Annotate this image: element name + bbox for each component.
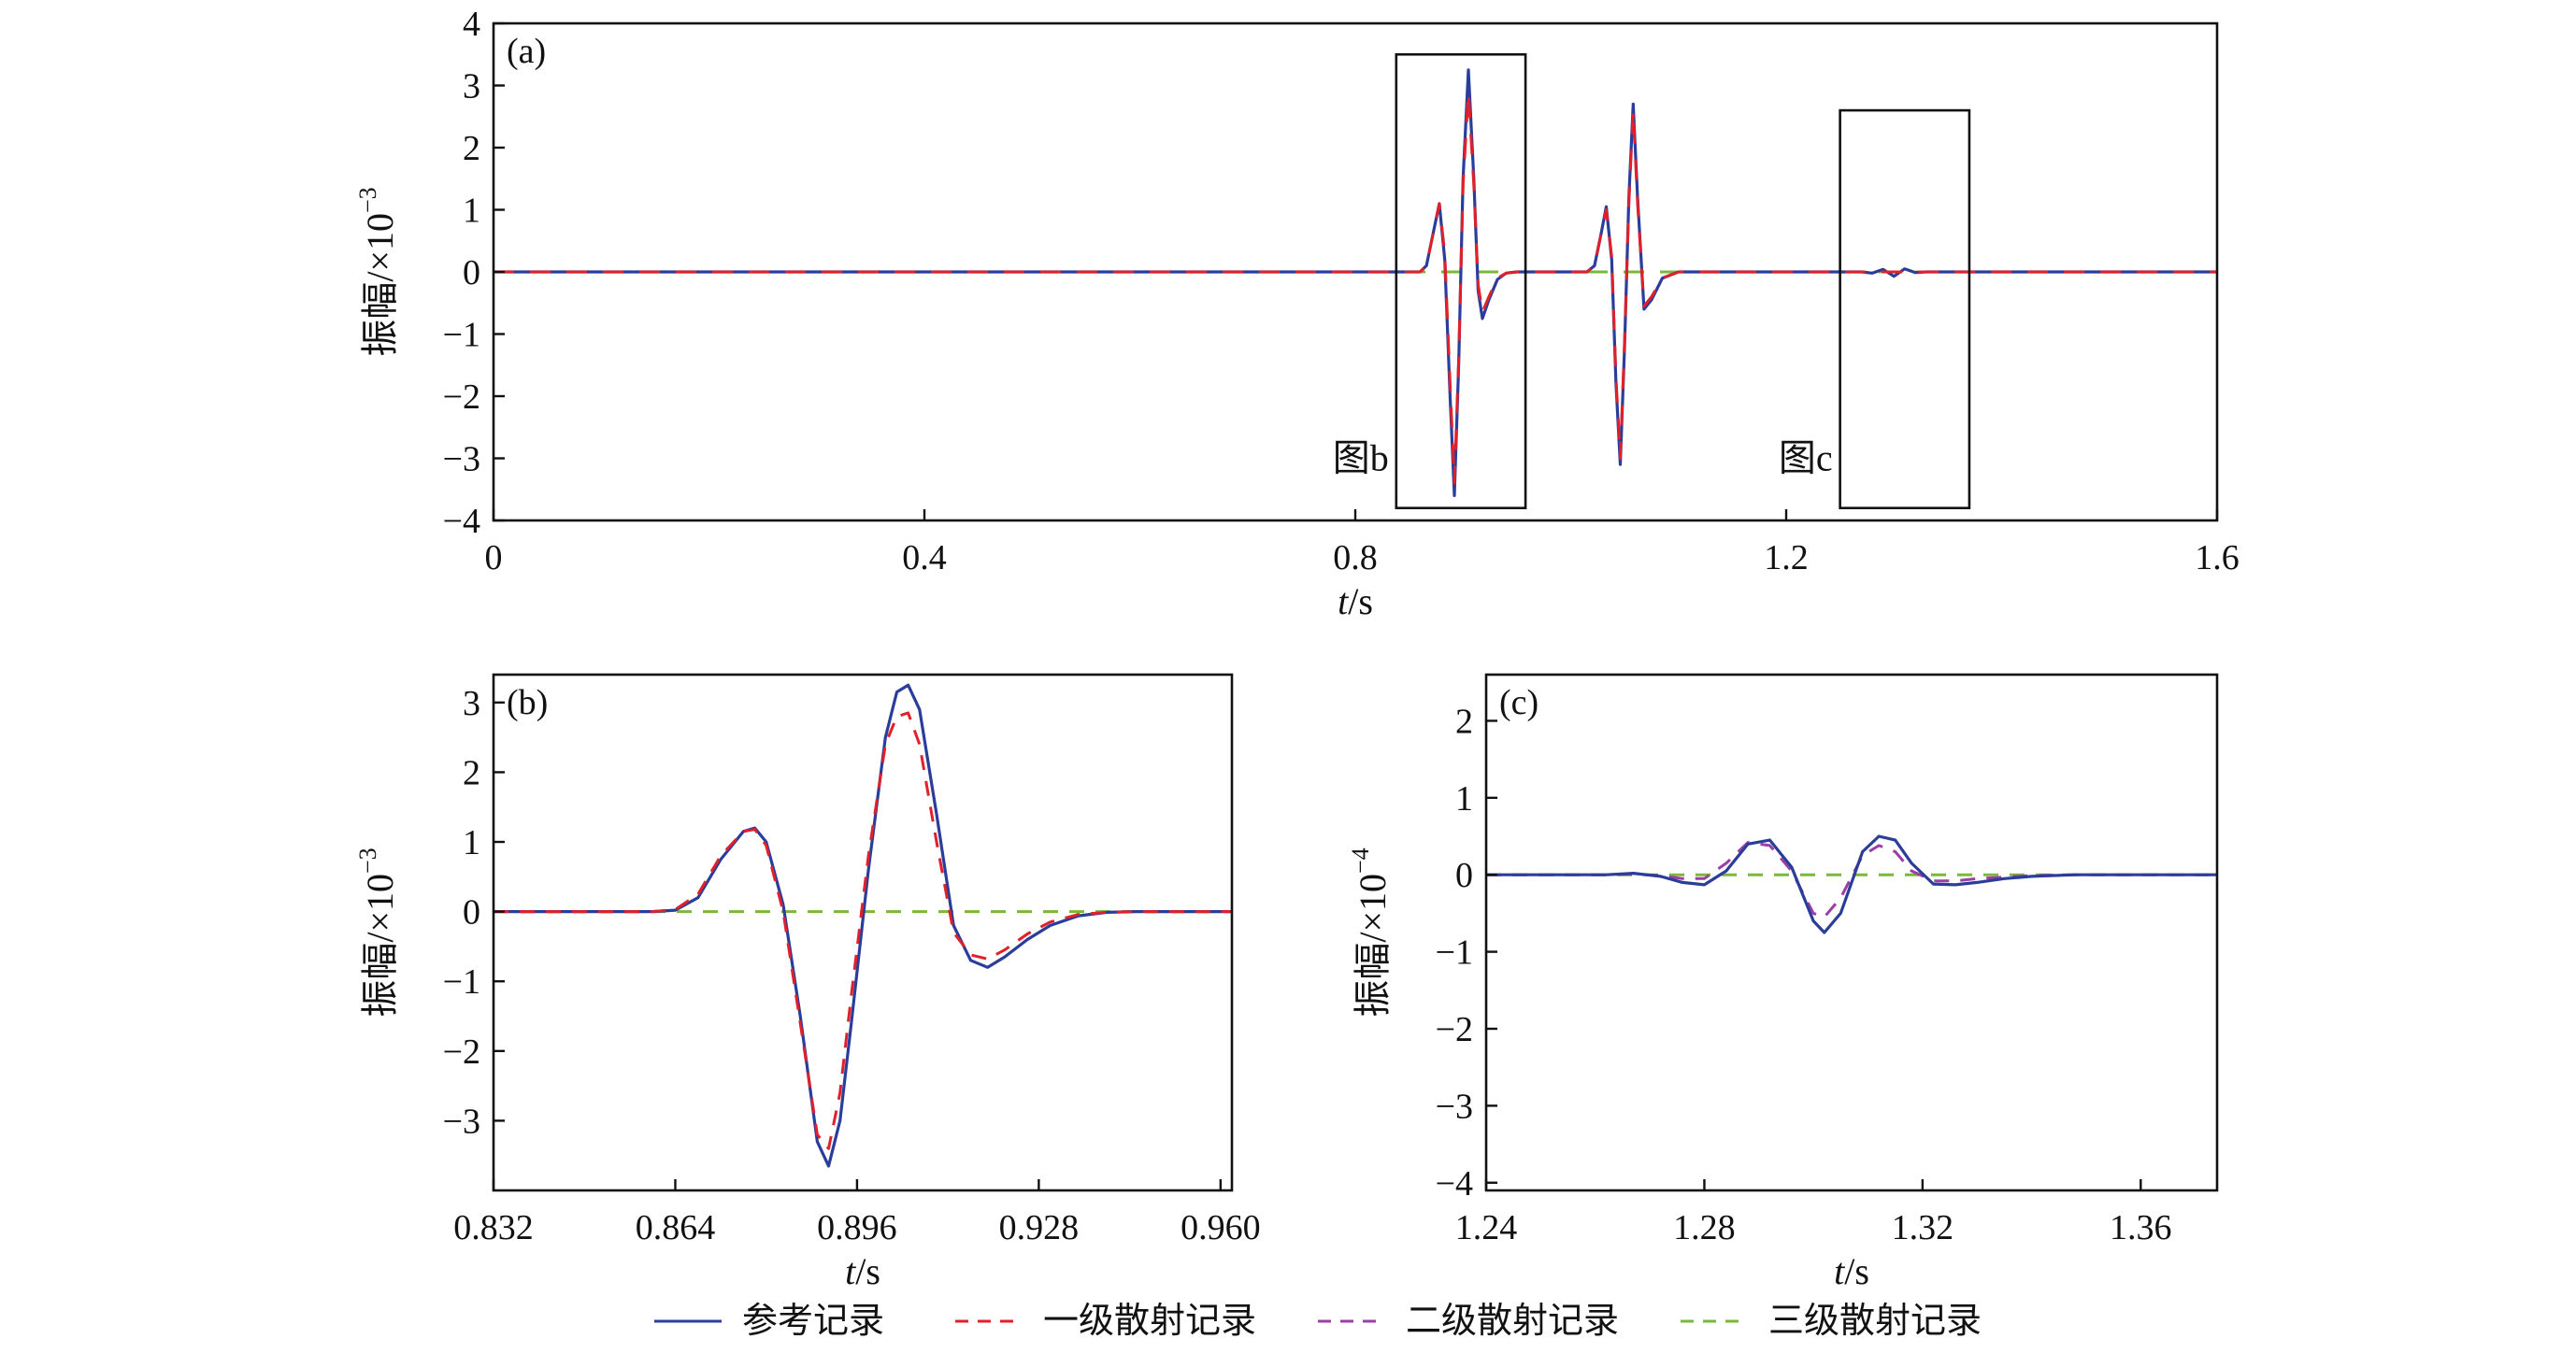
- y-axis-label-exponent: −3: [354, 187, 381, 213]
- x-tick-label: 0: [485, 538, 503, 577]
- y-axis-label-text: 振幅/×10: [1352, 874, 1394, 1018]
- legend-item: 二级散射记录: [1318, 1302, 1619, 1341]
- panel-label: (a): [507, 32, 546, 71]
- y-tick-label: 1: [463, 192, 480, 231]
- y-tick-label: −3: [443, 1102, 480, 1141]
- plot-frame: [492, 673, 1234, 1192]
- x-tick-label: 1.32: [1892, 1208, 1954, 1247]
- x-axis-label: t/s: [845, 1250, 880, 1292]
- y-tick-label: 0: [463, 893, 480, 933]
- y-axis-label: 振幅/×10−3: [354, 187, 401, 356]
- y-tick-label: 0: [1455, 856, 1473, 895]
- series-line-first-order: [494, 90, 2217, 485]
- legend-label: 一级散射记录: [1043, 1302, 1256, 1341]
- panel-label: (b): [507, 683, 548, 722]
- y-axis-label-text: 振幅/×10: [359, 874, 401, 1018]
- x-tick-label: 1.2: [1764, 538, 1809, 577]
- y-tick-label: −1: [443, 316, 480, 355]
- y-tick-label: −1: [443, 962, 480, 1002]
- y-tick-label: −3: [443, 440, 480, 479]
- legend-label: 参考记录: [742, 1302, 884, 1341]
- y-tick-label: 1: [1455, 779, 1473, 819]
- zoom-region-label: 图b: [1333, 437, 1389, 479]
- legend-label: 三级散射记录: [1768, 1302, 1982, 1341]
- legend-item: 一级散射记录: [955, 1302, 1256, 1341]
- x-tick-label: 0.4: [902, 538, 947, 577]
- series-line-reference: [494, 68, 2217, 498]
- x-axis-label-unit: /s: [1844, 1250, 1869, 1292]
- x-tick-label: 0.928: [999, 1208, 1080, 1247]
- y-tick-label: −4: [443, 502, 480, 541]
- series-line-reference: [1486, 834, 2217, 934]
- x-tick-label: 0.8: [1333, 538, 1378, 577]
- y-tick-label: −2: [443, 377, 480, 417]
- chart-panel-a: 0 0.4 0.8 1.2 1.6−4−3−2−101234(a)t/s振幅/×10−3…: [354, 5, 2240, 622]
- x-tick-label: 1.6: [2195, 538, 2240, 577]
- y-axis-label: 振幅/×10−4: [1347, 847, 1394, 1017]
- y-tick-label: −2: [1436, 1010, 1473, 1049]
- legend: 参考记录 一级散射记录 二级散射记录 三级散射记录: [654, 1302, 1982, 1341]
- zoom-region-label: 图c: [1779, 437, 1833, 479]
- zoom-region-box: [1395, 52, 1527, 510]
- x-tick-label: 0.832: [453, 1208, 534, 1247]
- series-line-second-order: [1486, 841, 2217, 919]
- legend-item: 三级散射记录: [1681, 1302, 1982, 1341]
- y-tick-label: −1: [1436, 933, 1473, 973]
- x-tick-label: 1.28: [1673, 1208, 1736, 1247]
- y-tick-label: 0: [463, 253, 480, 292]
- y-axis-label-text: 振幅/×10: [359, 213, 401, 357]
- panel-label: (c): [1499, 683, 1538, 722]
- series-line-reference: [494, 683, 1232, 1168]
- x-axis-label: t/s: [1834, 1250, 1869, 1292]
- x-tick-label: 0.864: [636, 1208, 716, 1247]
- y-tick-label: 2: [1455, 702, 1473, 741]
- y-axis-label-exponent: −4: [1347, 847, 1374, 874]
- y-tick-label: −3: [1436, 1087, 1473, 1126]
- zoom-region-box: [1839, 108, 1971, 510]
- x-tick-label: 0.896: [817, 1208, 897, 1247]
- x-axis-label-unit: /s: [855, 1250, 880, 1292]
- series-line-first-order: [494, 711, 1232, 1150]
- x-axis-label-variable: t: [845, 1250, 856, 1292]
- legend-label: 二级散射记录: [1406, 1302, 1619, 1341]
- y-tick-label: 4: [463, 5, 480, 44]
- x-axis-label-variable: t: [1834, 1250, 1845, 1292]
- y-tick-label: −2: [443, 1033, 480, 1072]
- chart-panel-b: 0.832 0.864 0.896 0.928 0.960 −3 −2 −1 0 1 2 3 (b) t/…: [354, 673, 1261, 1292]
- y-tick-label: −4: [1436, 1164, 1473, 1203]
- x-tick-label: 0.960: [1181, 1208, 1261, 1247]
- x-axis-label-variable: t: [1338, 580, 1349, 622]
- y-tick-label: 1: [463, 823, 480, 862]
- x-axis-label: t/s: [1338, 580, 1373, 622]
- y-axis-label: 振幅/×10−3: [354, 847, 401, 1017]
- y-tick-label: 3: [463, 67, 480, 107]
- y-tick-label: 3: [463, 684, 480, 723]
- x-tick-label: 1.36: [2110, 1208, 2172, 1247]
- y-tick-label: 2: [463, 753, 480, 792]
- x-tick-label: 1.24: [1455, 1208, 1518, 1247]
- plot-frame: [1484, 673, 2219, 1192]
- y-axis-label-exponent: −3: [354, 847, 381, 874]
- legend-item: 参考记录: [654, 1302, 884, 1341]
- y-tick-label: 2: [463, 129, 480, 168]
- x-axis-label-unit: /s: [1348, 580, 1373, 622]
